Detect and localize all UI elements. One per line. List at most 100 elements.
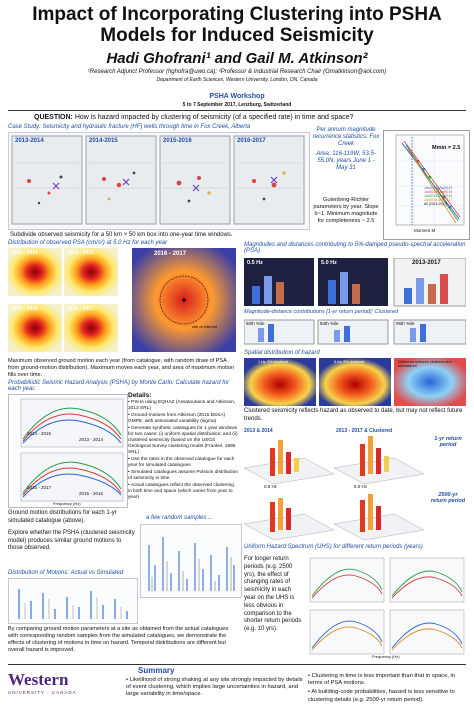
department: Department of Earth Sciences, Western Un… [156,77,318,83]
bar-label-b: 2013 - 2017 & Clustered [336,428,393,434]
percentile-95: 95th %ile [396,321,415,326]
freq-label-1: 0.5 Hz [247,260,263,266]
summary-title: Summary [138,666,175,675]
gm-explore-text: Explore whether the PSHA (clustered seis… [8,530,135,551]
uhs-svg [309,557,465,655]
summary-divider [8,664,466,665]
magnitude-panels: 0.5 Hz 5.0 Hz 2013-2017 Magnitude-distan… [243,257,467,346]
details-label: Details: [128,392,152,399]
spatial-label-1: 1 Hz, 5% clustered [258,360,289,364]
detail-item: • Generate synthetic catalogues for 1 ye… [128,425,238,455]
random-samples-label: a few random samples ... [146,515,214,521]
header-divider [8,110,466,111]
freq-label-2: 5.0 Hz [321,260,337,266]
psha-svg [20,398,124,502]
spatial-svg [244,358,466,406]
psha-label-3: 2015 - 2016 [79,491,104,496]
recurrence-legend: Jun2013-May2014 Jun2014-May2015 Jun2015-… [424,186,453,207]
psa-map-3 [8,304,62,352]
bar-freq-b: 5.0 Hz [354,484,368,489]
psha-title: Probabilistic Seismic Hazard Analysis (P… [8,380,230,392]
detail-item: • PSHA using EQHAZ (Assatourians and Atk… [128,400,236,411]
psha-charts: 2013 - 2014 2014 - 2015 2015 - 2016 2016… [8,394,128,508]
logo-subtitle: UNIVERSITY · CANADA [8,690,77,695]
map-panel-2 [85,135,157,225]
poster-title-line2: Models for Induced Seismicity [100,25,374,46]
psha-label-2: 2014 - 2015 [27,431,52,436]
map-panel-1 [11,135,83,225]
detail-item: • Use the rates in the observed catalogu… [128,456,235,468]
western-logo: Western UNIVERSITY · CANADA [8,660,88,708]
random-samples-chart [140,524,242,598]
motions-chart [8,578,138,624]
site-label: site of interest [192,324,217,329]
question-label: QUESTION: [34,114,73,121]
psha-details: Details: • PSHA using EQHAZ (Assatourian… [128,392,238,501]
affiliations: ¹Research Adjunct Professor (hghofra@uwo… [87,69,387,75]
mmin-label: Mmin = 2.5 [432,145,461,151]
bar-label-c: 1-yr return period [434,436,462,448]
detail-text: Simulated catalogues assume Poisson dist… [128,469,238,481]
recurrence-title: Per annum magnitude recurrence statistic… [312,127,380,148]
recurrence-area: Area: 116-119W, 53.5-55.0N, years June 1… [316,151,376,172]
poster-title-line1: Impact of Incorporating Clustering into … [32,4,442,25]
spatial-map-1 [244,358,316,406]
motions-svg [18,589,128,619]
motions-title: Distribution of Motions: Actual vs Simul… [8,570,124,576]
psa-label-3: 2015 - 2016 [11,306,38,312]
random-samples-svg [148,537,235,591]
clustered-text: Clustered seismicity reflects hazard as … [244,408,463,422]
detail-text: Use the rates in the observed catalogue … [128,456,235,468]
workshop-dates: 5 to 7 September 2017, Lenzburg, Switzer… [182,102,292,108]
uhs-xlabel: Frequency (Hz) [372,654,400,659]
percentile-50: 50th %ile [246,321,265,326]
legend-item: All (2013-2017) [424,201,448,206]
uhs-title: Uniform Hazard Spectrum (UHS) for differ… [244,544,423,550]
psa-label-1: 2013 - 2014 [11,250,38,256]
psa-maps: 2013 - 2014 2014 - 2015 2015 - 2016 2016… [8,248,238,356]
summary-right-text: Clustering in time is less important tha… [308,673,456,687]
year-label-3: 2015-2016 [163,138,192,144]
percentile-84: 84th %ile [320,321,339,326]
psa-maps-title: Distribution of observed PSA (cm/s²) at … [8,240,168,246]
spatial-label-3: Difference between clustered and unclust… [398,360,452,368]
summary-right-item: • At building-code probabilities, hazard… [308,689,455,703]
summary-right: • Clustering in time is less important t… [308,673,468,704]
case-study-svg [11,135,305,225]
magnitudes-title: Magnitudes and distances contributing to… [244,242,466,254]
case-study-maps: 2013-2014 2014-2015 2015-2016 2016-2017 [8,132,310,230]
question-text: How is hazard impacted by clustering of … [74,114,354,121]
case-study-title: Case Study: Seismicity and hydraulic fra… [8,124,251,130]
map-panel-3 [159,135,231,225]
recurrence-xlabel: Moment M [414,228,436,233]
bar-label-a: 2013 & 2014 [244,428,273,434]
psa-map-4 [64,304,118,352]
detail-text: Ground-motions from Atkinson (2015 BSSA)… [128,412,226,424]
psha-xlabel: Frequency (Hz) [53,501,81,506]
recurrence-svg [395,134,465,226]
gm-dist-text: Ground motion distributions for each 1-y… [8,510,117,524]
deagg-year: 2013-2017 [412,260,441,266]
gr-text: Gutenberg-Richter parameters by year. Sl… [313,197,379,224]
spatial-panels: 1 Hz, 5% clustered 5 Hz, 5% clustered Di… [244,358,466,406]
detail-item: • Simulated catalogues assume Poisson di… [128,469,238,481]
subdivide-text: Subdivide observed seismicity for a 50 k… [10,232,233,238]
legend-item: Jun2016-May2017 [424,197,453,202]
summary-right-text: At building-code probabilities, hazard i… [308,689,455,703]
legend-item: Jun2015-May2016 [424,193,453,198]
bar-panels: 2013 & 2014 2013 - 2017 & Clustered 1-yr… [243,428,466,542]
psa-maps-svg [8,248,236,352]
year-label-4: 2016-2017 [237,138,266,144]
spatial-label-2: 5 Hz, 5% clustered [334,360,365,364]
uhs-charts: Frequency (Hz) [306,556,466,660]
recurrence-chart: Mmin = 2.5 Moment M Jun2013-May2014 Jun2… [383,130,470,240]
summary-left: • Likelihood of strong shaking at any si… [126,677,303,698]
summary-left-item: Likelihood of strong shaking at any site… [126,677,303,698]
bar-label-d: 2500-yr return period [430,492,466,504]
detail-text: Generate synthetic catalogues for 1 year… [128,425,238,455]
spatial-map-3 [394,358,466,406]
spatial-map-2 [319,358,391,406]
psa-label-4: 2016 - 2017 [67,306,94,312]
psa-map-2 [64,248,118,296]
uhs-text: For longer return periods (e.g. 2500 yrs… [244,556,302,633]
